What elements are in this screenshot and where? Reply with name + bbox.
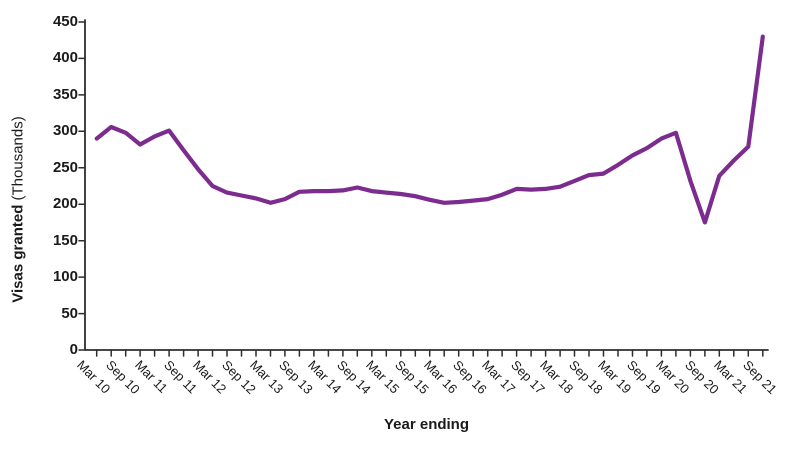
y-tick-label: 400	[52, 49, 78, 67]
y-tick-label: 350	[52, 85, 78, 103]
y-axis-tick-marks	[78, 21, 86, 351]
y-tick-label: 450	[52, 13, 78, 30]
y-tick-label: 0	[69, 341, 78, 358]
x-axis-tick-marks	[95, 349, 764, 357]
y-tick-label: 200	[52, 195, 78, 213]
data-line-visas-granted	[94, 34, 765, 225]
y-tick-label: 100	[52, 268, 78, 286]
y-tick-label: 300	[52, 122, 78, 140]
x-axis-title: Year ending	[383, 416, 470, 433]
y-tick-label: 150	[52, 231, 78, 249]
y-tick-label: 250	[52, 158, 78, 176]
y-tick-label: 50	[61, 304, 78, 322]
